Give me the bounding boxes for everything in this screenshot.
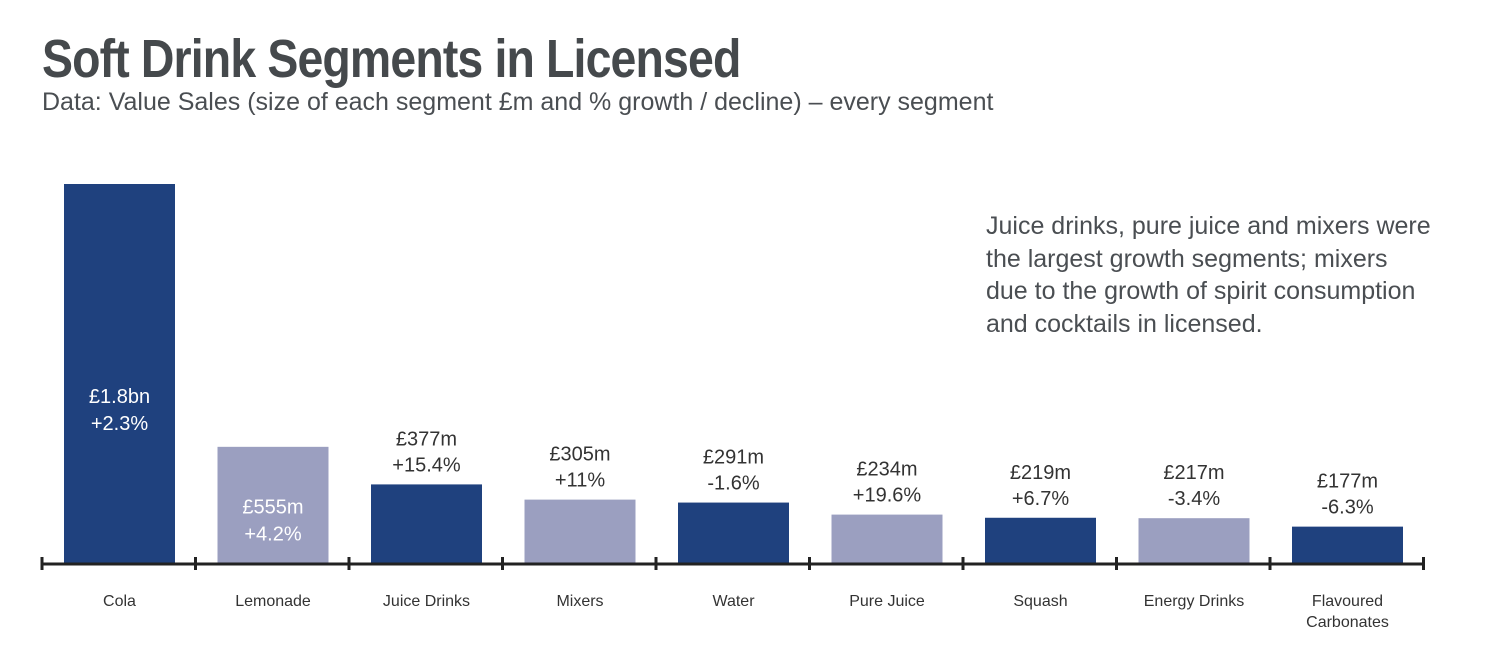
- growth-label: -6.3%: [1321, 497, 1373, 519]
- value-label: £305m: [549, 444, 610, 466]
- category-label: Pure Juice: [849, 593, 925, 610]
- bar-6: [985, 517, 1096, 564]
- category-label: Juice Drinks: [383, 593, 470, 610]
- growth-label: +4.2%: [244, 523, 301, 545]
- growth-label: -1.6%: [707, 473, 759, 495]
- category-label: Flavoured: [1312, 593, 1383, 610]
- value-label: £377m: [396, 428, 457, 450]
- category-label: Squash: [1013, 593, 1067, 610]
- bar-0: [64, 184, 175, 564]
- category-label: Lemonade: [235, 593, 311, 610]
- annotation-text: Juice drinks, pure juice and mixers were…: [986, 212, 1431, 338]
- growth-label: +6.7%: [1012, 488, 1069, 510]
- bar-5: [831, 514, 943, 564]
- category-label: Energy Drinks: [1144, 593, 1244, 610]
- bar-8: [1292, 526, 1403, 564]
- category-label: Water: [712, 593, 755, 610]
- bar-3: [524, 499, 636, 564]
- bar-2: [371, 484, 482, 564]
- value-label: £555m: [242, 496, 303, 518]
- value-label: £217m: [1163, 462, 1224, 484]
- value-label: £1.8bn: [89, 386, 150, 408]
- growth-label: +11%: [555, 470, 605, 492]
- chart-title: Soft Drink Segments in Licensed: [42, 29, 741, 89]
- bar-4: [678, 502, 789, 564]
- value-label: £219m: [1010, 462, 1071, 484]
- category-label: Mixers: [556, 593, 603, 610]
- growth-label: -3.4%: [1168, 488, 1220, 510]
- growth-label: +19.6%: [853, 485, 922, 507]
- value-label: £177m: [1317, 471, 1378, 493]
- value-label: £234m: [856, 459, 917, 481]
- chart-subtitle: Data: Value Sales (size of each segment …: [42, 88, 994, 116]
- bar-1: [217, 446, 329, 564]
- value-label: £291m: [703, 447, 764, 469]
- growth-label: +2.3%: [91, 413, 148, 435]
- growth-label: +15.4%: [392, 454, 461, 476]
- bar-7: [1138, 518, 1250, 564]
- category-label: Cola: [103, 593, 136, 610]
- category-label: Carbonates: [1306, 614, 1389, 631]
